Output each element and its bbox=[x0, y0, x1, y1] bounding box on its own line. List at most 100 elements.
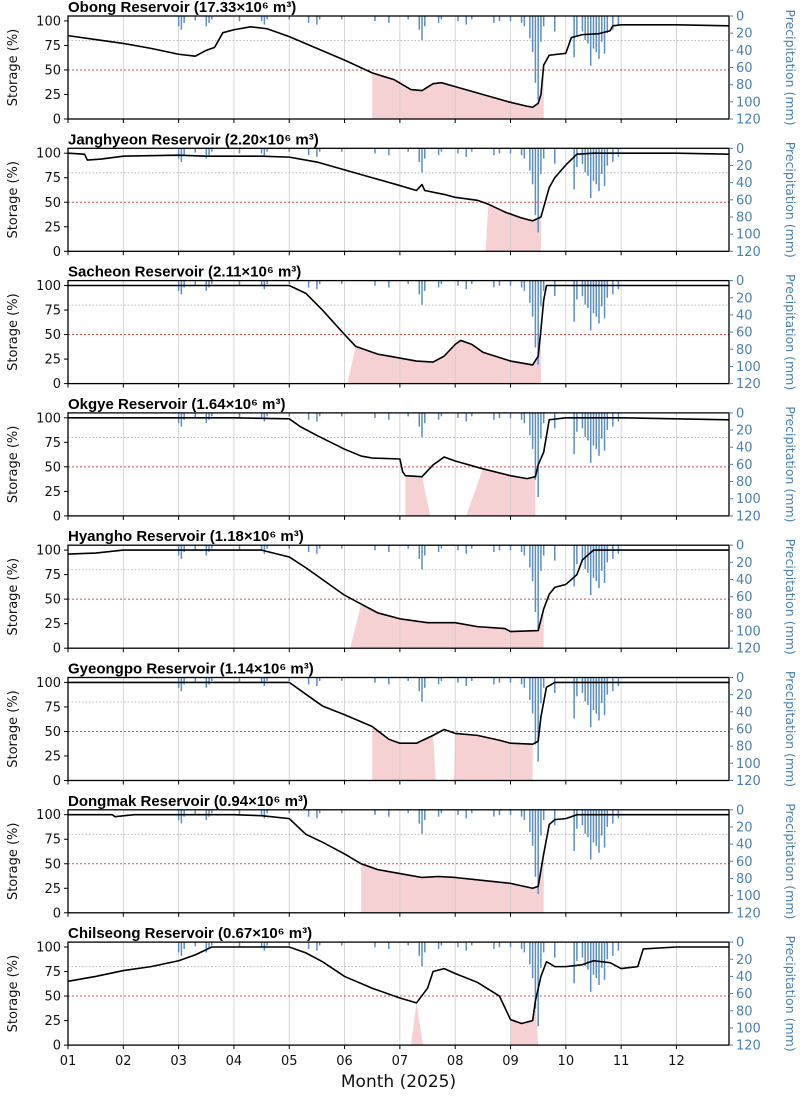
y2-tick-label: 120 bbox=[736, 245, 761, 260]
x-tick-label: 07 bbox=[392, 1054, 409, 1069]
y-tick-label: 75 bbox=[44, 304, 61, 319]
y2-tick-label: 120 bbox=[736, 113, 761, 128]
y2-tick-label: 60 bbox=[736, 326, 753, 341]
y2-tick-label: 80 bbox=[736, 607, 753, 622]
panel-title: Janghyeon Reservoir (2.20×10⁶ m³) bbox=[68, 131, 319, 148]
y2-tick-label: 120 bbox=[736, 642, 761, 657]
y2-axis-label: Precipitation (mm) bbox=[783, 406, 798, 522]
y2-tick-label: 0 bbox=[736, 803, 744, 818]
x-axis-label: Month (2025) bbox=[341, 1072, 456, 1092]
storage-line bbox=[68, 813, 729, 890]
below-threshold-area-4-1 bbox=[405, 475, 431, 516]
below-threshold-area-8-1 bbox=[410, 1002, 424, 1046]
y-tick-label: 100 bbox=[36, 676, 61, 691]
y-tick-label: 75 bbox=[44, 568, 61, 583]
y-axis-label: Storage (%) bbox=[6, 558, 21, 636]
y-tick-label: 100 bbox=[36, 941, 61, 956]
y2-tick-label: 60 bbox=[736, 987, 753, 1002]
y2-tick-label: 40 bbox=[736, 176, 753, 191]
storage-line bbox=[68, 284, 729, 366]
y-tick-label: 25 bbox=[44, 617, 61, 632]
y-tick-label: 50 bbox=[44, 196, 61, 211]
y2-tick-label: 60 bbox=[736, 61, 753, 76]
y2-axis-label: Precipitation (mm) bbox=[783, 274, 798, 390]
y-tick-label: 0 bbox=[53, 1039, 61, 1054]
y2-tick-label: 40 bbox=[736, 308, 753, 323]
y-axis-label: Storage (%) bbox=[6, 823, 21, 901]
y-tick-label: 75 bbox=[44, 965, 61, 980]
panel-8: 0 25 50 75 100 0 20 40 60 80 100 120 Chilseong Reser… bbox=[6, 925, 798, 1054]
y2-axis-label: Precipitation (mm) bbox=[783, 539, 798, 655]
y-tick-label: 0 bbox=[53, 642, 61, 657]
y2-tick-label: 0 bbox=[736, 671, 744, 686]
panel-2: 0 25 50 75 100 0 20 40 60 80 100 120 Janghyeon Reser… bbox=[6, 131, 798, 259]
y2-axis-label: Precipitation (mm) bbox=[783, 142, 798, 258]
y2-tick-label: 60 bbox=[736, 193, 753, 208]
x-tick-label: 06 bbox=[336, 1054, 353, 1069]
y-axis-label: Storage (%) bbox=[6, 690, 21, 768]
panel-1: 0 25 50 75 100 0 20 40 60 80 100 120 Obong Reservoir… bbox=[6, 0, 798, 128]
panel-3: 0 25 50 75 100 0 20 40 60 80 100 120 Sacheon Reservo… bbox=[6, 264, 798, 393]
x-tick-label: 01 bbox=[60, 1054, 77, 1069]
y2-tick-label: 100 bbox=[736, 757, 761, 772]
y2-tick-label: 80 bbox=[736, 872, 753, 887]
y-tick-label: 50 bbox=[44, 593, 61, 608]
y2-tick-label: 40 bbox=[736, 838, 753, 853]
y-tick-label: 100 bbox=[36, 279, 61, 294]
y-tick-label: 0 bbox=[53, 113, 61, 128]
y2-tick-label: 0 bbox=[736, 274, 744, 289]
x-tick-label: 05 bbox=[281, 1054, 298, 1069]
y2-tick-label: 80 bbox=[736, 740, 753, 755]
y-tick-label: 100 bbox=[36, 14, 61, 29]
y2-tick-label: 0 bbox=[736, 10, 744, 25]
storage-line bbox=[67, 24, 730, 109]
y2-tick-label: 100 bbox=[736, 492, 761, 507]
below-threshold-area-2-1 bbox=[485, 204, 541, 252]
x-tick-label: 11 bbox=[613, 1054, 630, 1069]
y2-tick-label: 20 bbox=[736, 820, 753, 835]
panel-title: Chilseong Reservoir (0.67×10⁶ m³) bbox=[68, 925, 312, 942]
y2-tick-label: 120 bbox=[736, 906, 761, 921]
y-tick-label: 0 bbox=[53, 245, 61, 260]
panel-title: Gyeongpo Reservoir (1.14×10⁶ m³) bbox=[68, 661, 314, 678]
below-threshold-area-5-1 bbox=[350, 604, 544, 649]
y-tick-label: 100 bbox=[36, 147, 61, 162]
panel-title: Okgye Reservoir (1.64×10⁶ m³) bbox=[68, 396, 285, 413]
y2-tick-label: 20 bbox=[736, 291, 753, 306]
y-axis-label: Storage (%) bbox=[6, 29, 21, 107]
y-tick-label: 50 bbox=[44, 990, 61, 1005]
y2-tick-label: 20 bbox=[736, 556, 753, 571]
storage-line bbox=[67, 549, 729, 633]
y2-tick-label: 20 bbox=[736, 688, 753, 703]
y-tick-label: 75 bbox=[44, 39, 61, 54]
y2-tick-label: 0 bbox=[736, 142, 744, 157]
panel-6: 0 25 50 75 100 0 20 40 60 80 100 120 Gyeongpo Reserv… bbox=[6, 661, 798, 790]
y-tick-label: 50 bbox=[44, 328, 61, 343]
y2-tick-label: 120 bbox=[736, 509, 761, 524]
y2-tick-label: 60 bbox=[736, 590, 753, 605]
panel-5: 0 25 50 75 100 0 20 40 60 80 100 120 Hyangho Reservo… bbox=[6, 528, 798, 657]
y2-axis-label: Precipitation (mm) bbox=[783, 935, 798, 1051]
y-axis-label: Storage (%) bbox=[6, 293, 21, 371]
y2-tick-label: 60 bbox=[736, 458, 753, 473]
y-tick-label: 0 bbox=[53, 377, 61, 392]
y-tick-label: 25 bbox=[44, 882, 61, 897]
y2-tick-label: 60 bbox=[736, 855, 753, 870]
y-tick-label: 50 bbox=[44, 725, 61, 740]
y2-tick-label: 40 bbox=[736, 441, 753, 456]
y2-tick-label: 0 bbox=[736, 539, 744, 554]
y-tick-label: 25 bbox=[44, 749, 61, 764]
below-threshold-area-7-1 bbox=[361, 853, 544, 913]
panel-title: Obong Reservoir (17.33×10⁶ m³) bbox=[68, 0, 296, 16]
y2-tick-label: 100 bbox=[736, 1021, 761, 1036]
y2-tick-label: 100 bbox=[736, 360, 761, 375]
y2-tick-label: 120 bbox=[736, 1039, 761, 1054]
y-tick-label: 100 bbox=[36, 411, 61, 426]
y-tick-label: 50 bbox=[44, 857, 61, 872]
y-tick-label: 25 bbox=[44, 220, 61, 235]
y2-tick-label: 40 bbox=[736, 44, 753, 59]
y2-tick-label: 20 bbox=[736, 953, 753, 968]
y-tick-label: 75 bbox=[44, 171, 61, 186]
y-tick-label: 25 bbox=[44, 1014, 61, 1029]
